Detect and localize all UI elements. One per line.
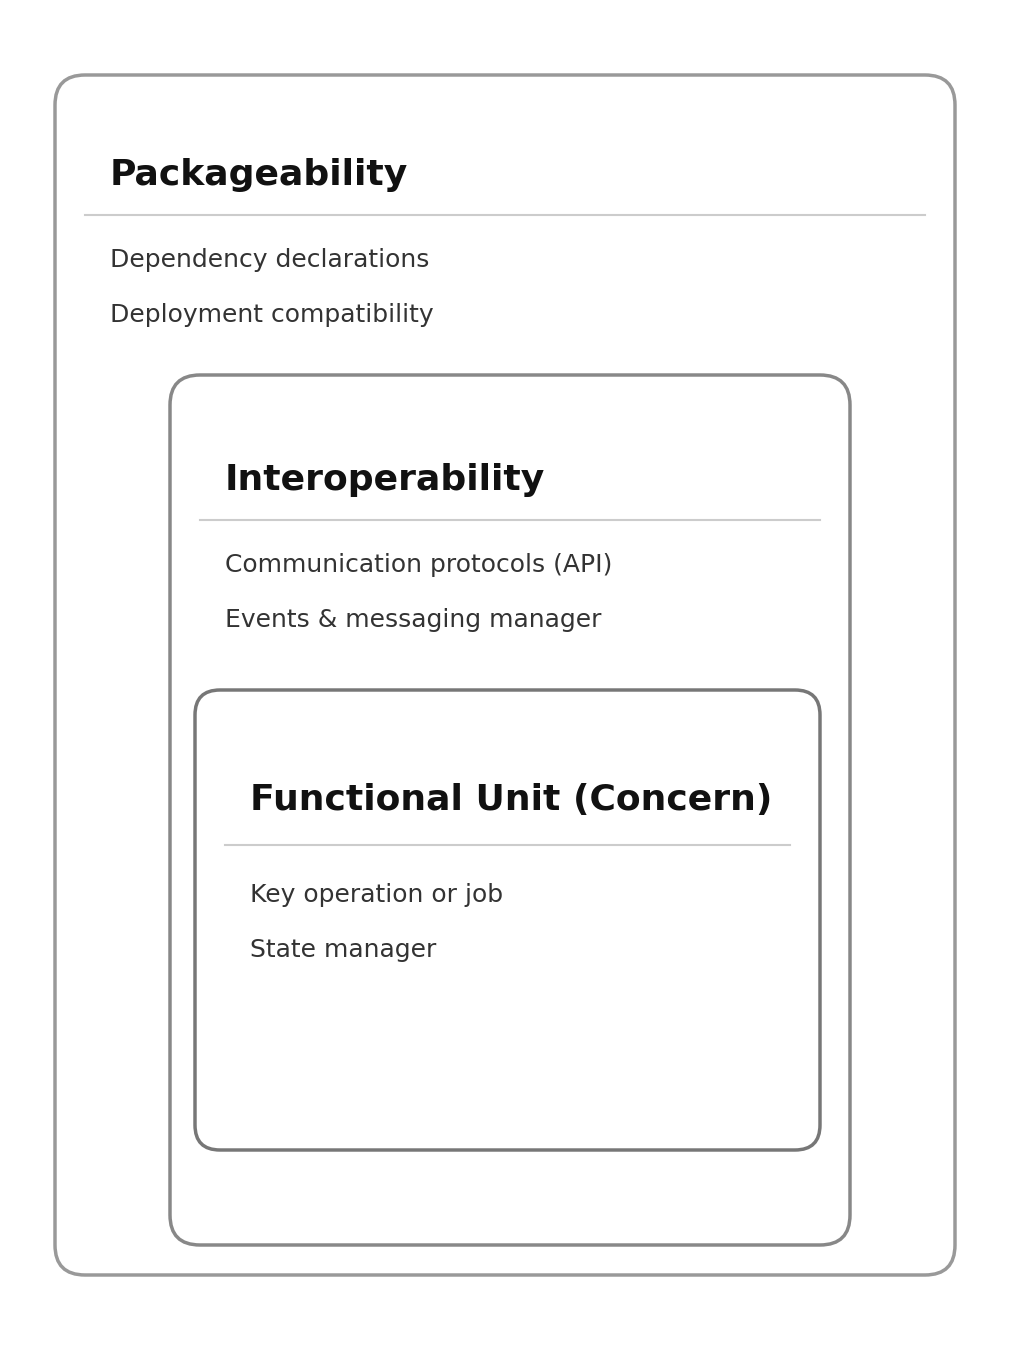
Text: Communication protocols (API): Communication protocols (API): [225, 554, 613, 576]
Text: Events & messaging manager: Events & messaging manager: [225, 608, 602, 632]
FancyBboxPatch shape: [194, 690, 820, 1150]
FancyBboxPatch shape: [55, 76, 955, 1274]
Text: State manager: State manager: [250, 938, 437, 963]
Text: Packageability: Packageability: [110, 158, 408, 192]
Text: Interoperability: Interoperability: [225, 463, 545, 497]
Text: Dependency declarations: Dependency declarations: [110, 248, 430, 271]
FancyBboxPatch shape: [170, 375, 850, 1245]
Text: Key operation or job: Key operation or job: [250, 883, 503, 907]
Text: Deployment compatibility: Deployment compatibility: [110, 302, 434, 327]
Text: Functional Unit (Concern): Functional Unit (Concern): [250, 783, 772, 817]
